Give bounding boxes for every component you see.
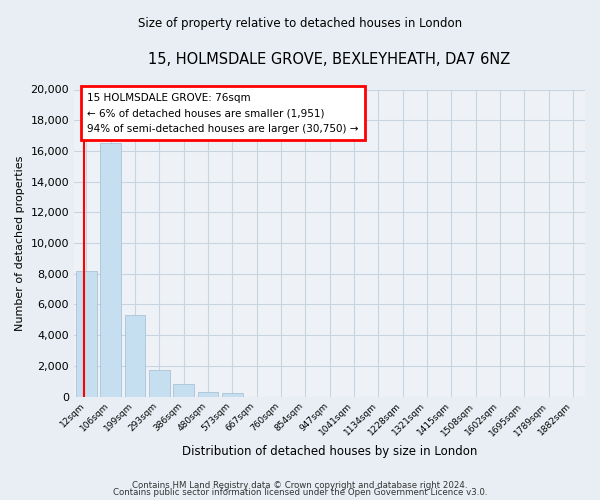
Y-axis label: Number of detached properties: Number of detached properties bbox=[15, 156, 25, 330]
Bar bbox=[125, 315, 145, 396]
Bar bbox=[222, 392, 242, 396]
Text: Contains public sector information licensed under the Open Government Licence v3: Contains public sector information licen… bbox=[113, 488, 487, 497]
Bar bbox=[197, 392, 218, 396]
X-axis label: Distribution of detached houses by size in London: Distribution of detached houses by size … bbox=[182, 444, 477, 458]
Text: 15 HOLMSDALE GROVE: 76sqm
← 6% of detached houses are smaller (1,951)
94% of sem: 15 HOLMSDALE GROVE: 76sqm ← 6% of detach… bbox=[88, 92, 359, 134]
Bar bbox=[100, 143, 121, 397]
Text: Size of property relative to detached houses in London: Size of property relative to detached ho… bbox=[138, 18, 462, 30]
Text: Contains HM Land Registry data © Crown copyright and database right 2024.: Contains HM Land Registry data © Crown c… bbox=[132, 480, 468, 490]
Title: 15, HOLMSDALE GROVE, BEXLEYHEATH, DA7 6NZ: 15, HOLMSDALE GROVE, BEXLEYHEATH, DA7 6N… bbox=[148, 52, 511, 68]
Bar bbox=[149, 370, 170, 396]
Bar bbox=[76, 270, 97, 396]
Bar bbox=[173, 384, 194, 396]
